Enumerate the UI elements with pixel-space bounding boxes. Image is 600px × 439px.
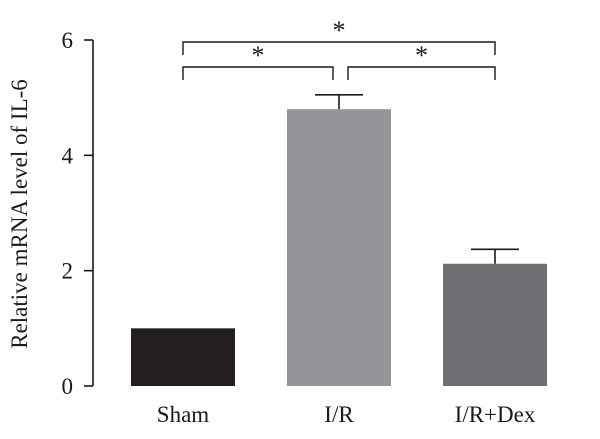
significance-bracket [182,41,496,55]
significance-bracket [182,66,334,80]
x-tick-label: I/R+Dex [455,402,536,427]
y-axis: 0 2 4 6 [62,28,94,399]
bar-i-r [287,109,391,386]
y-tick-label: 0 [62,374,74,399]
x-tick-label: Sham [157,402,210,427]
y-tick-label: 4 [62,143,74,168]
y-tick-label: 2 [62,259,74,284]
bars [131,109,547,386]
significance-star: * [252,41,265,70]
bar-sham [131,328,235,386]
bar-i-r-dex [443,263,547,386]
significance-bracket [347,66,496,80]
significance-star: * [415,41,428,70]
y-tick-label: 6 [62,28,74,53]
x-tick-label: I/R [324,402,354,427]
y-axis-label: Relative mRNA level of IL-6 [7,79,32,349]
error-bars [315,93,519,264]
x-axis-labels: Sham I/R I/R+Dex [157,402,536,427]
y-axis-ticks: 0 2 4 6 [62,28,93,399]
significance-brackets: * * * [182,16,496,80]
significance-star: * [333,16,346,45]
